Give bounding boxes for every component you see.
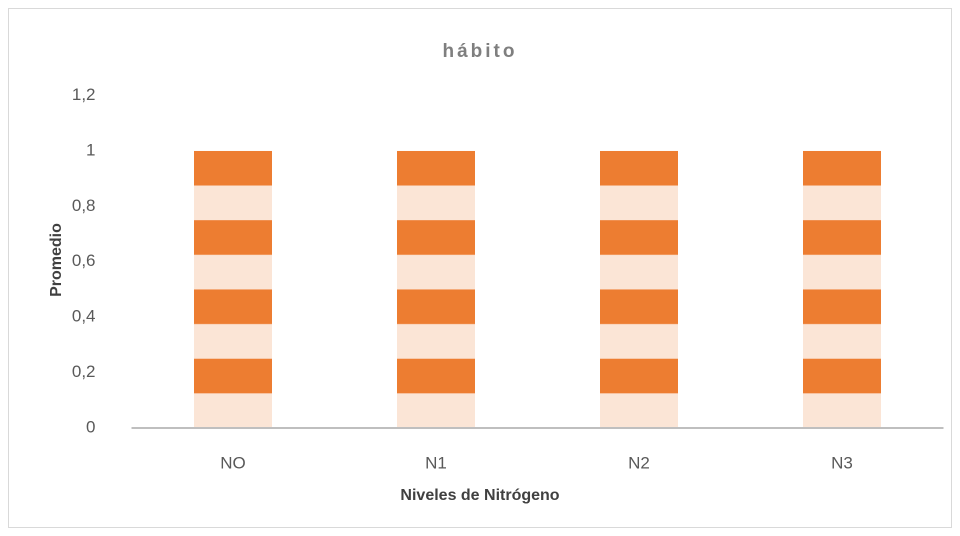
y-tick-label: 1 <box>86 140 95 159</box>
bar <box>194 150 272 428</box>
y-tick-label: 0 <box>86 417 95 436</box>
chart-border <box>8 8 952 528</box>
bar <box>397 150 475 428</box>
y-tick-label: 0,4 <box>72 307 96 326</box>
y-tick-label: 0,6 <box>72 251 96 270</box>
y-tick-label: 1,2 <box>72 85 96 104</box>
y-tick-label: 0,8 <box>72 196 96 215</box>
bar <box>600 150 678 428</box>
x-axis-title: Niveles de Nitrógeno <box>400 487 559 504</box>
y-axis-title: Promedio <box>48 223 65 297</box>
x-tick-label: N3 <box>831 453 853 472</box>
x-tick-label: N2 <box>628 453 650 472</box>
y-tick-label: 0,2 <box>72 362 96 381</box>
bar <box>803 150 881 428</box>
chart-title: hábito <box>443 41 518 62</box>
x-tick-label: N1 <box>425 453 447 472</box>
x-tick-label: NO <box>220 453 246 472</box>
